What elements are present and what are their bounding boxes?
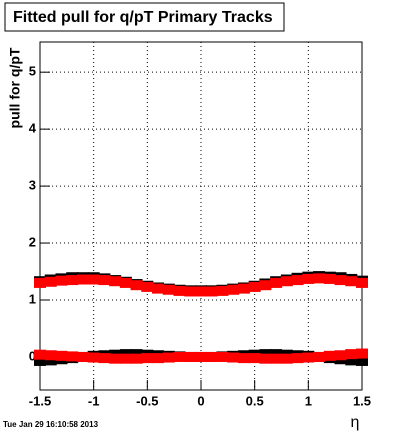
marker <box>44 355 57 366</box>
marker <box>55 275 68 286</box>
marker <box>248 353 261 364</box>
marker <box>270 353 283 364</box>
y-tick-label: 3 <box>29 178 36 193</box>
y-tick-label: 0 <box>29 348 36 363</box>
marker <box>109 353 122 364</box>
marker <box>34 349 46 360</box>
x-tick-label: -0.5 <box>136 393 158 408</box>
marker <box>323 273 336 284</box>
marker <box>162 352 175 363</box>
marker <box>76 274 89 285</box>
marker <box>345 355 358 366</box>
marker <box>141 281 154 292</box>
marker <box>291 353 304 364</box>
marker <box>119 353 132 364</box>
marker <box>205 286 218 297</box>
y-tick-label: 5 <box>29 64 36 79</box>
marker <box>173 351 186 362</box>
plot-frame <box>39 41 363 391</box>
marker <box>141 353 154 364</box>
y-tick-label: 1 <box>29 291 36 306</box>
title-box <box>4 2 285 32</box>
x-tick-label: 1 <box>305 393 312 408</box>
marker <box>356 355 368 366</box>
marker <box>313 273 326 284</box>
marker <box>98 275 111 286</box>
marker <box>152 353 165 364</box>
marker <box>259 353 272 364</box>
marker <box>44 350 57 361</box>
marker <box>130 353 143 364</box>
marker <box>87 352 100 363</box>
y-tick-label: 2 <box>29 234 36 249</box>
marker <box>237 353 250 364</box>
x-tick-label: -1.5 <box>29 393 51 408</box>
marker <box>130 280 143 291</box>
marker <box>227 352 240 363</box>
y-tick-label: 4 <box>29 121 37 136</box>
marker <box>259 280 272 291</box>
marker <box>66 351 79 362</box>
marker <box>345 276 358 287</box>
marker <box>34 355 46 366</box>
marker <box>109 276 122 287</box>
marker <box>184 286 197 297</box>
marker <box>66 275 79 286</box>
x-tick-label: 0 <box>197 393 204 408</box>
timestamp: Tue Jan 29 16:10:58 2013 <box>3 420 99 429</box>
x-tick-label: 0.5 <box>246 393 264 408</box>
marker <box>291 275 304 286</box>
marker <box>313 351 326 362</box>
marker <box>237 283 250 294</box>
marker <box>356 348 368 359</box>
marker <box>34 277 46 288</box>
marker <box>216 285 229 296</box>
marker <box>44 276 57 287</box>
marker <box>280 276 293 287</box>
marker <box>195 351 207 362</box>
x-tick-label: -1 <box>88 393 100 408</box>
marker <box>356 277 368 288</box>
marker <box>87 274 100 285</box>
chart-title: Fitted pull for q/pT Primary Tracks <box>13 9 273 26</box>
marker <box>184 351 197 362</box>
marker <box>173 285 186 296</box>
marker <box>216 351 229 362</box>
marker <box>334 275 347 286</box>
x-tick-label: 1.5 <box>353 393 371 408</box>
marker <box>98 353 111 364</box>
marker <box>55 350 68 361</box>
marker <box>162 284 175 295</box>
marker <box>334 350 347 361</box>
marker <box>302 352 315 363</box>
marker <box>270 277 283 288</box>
marker <box>345 349 358 360</box>
y-axis-label: pull for q/pT <box>7 47 23 128</box>
marker <box>119 277 132 288</box>
marker <box>227 284 240 295</box>
marker <box>205 351 218 362</box>
marker <box>302 273 315 284</box>
marker <box>76 351 89 362</box>
x-axis-label: η <box>351 414 360 431</box>
marker <box>248 281 261 292</box>
marker <box>195 286 207 297</box>
marker <box>152 283 165 294</box>
marker <box>323 350 336 361</box>
marker <box>280 353 293 364</box>
